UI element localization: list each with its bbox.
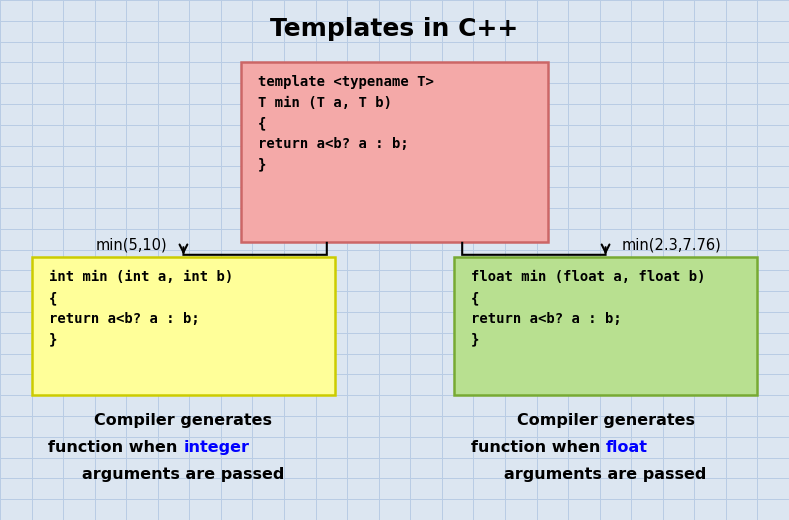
Text: function when: function when (470, 440, 606, 456)
Text: integer: integer (183, 440, 249, 456)
FancyBboxPatch shape (32, 257, 335, 395)
Text: arguments are passed: arguments are passed (82, 467, 285, 483)
Text: min(5,10): min(5,10) (96, 237, 168, 252)
Text: template <typename T>
T min (T a, T b)
{
return a<b? a : b;
}: template <typename T> T min (T a, T b) {… (258, 75, 434, 172)
FancyBboxPatch shape (454, 257, 757, 395)
Text: Compiler generates: Compiler generates (517, 413, 694, 428)
Text: function when: function when (48, 440, 183, 456)
FancyBboxPatch shape (241, 62, 548, 242)
Text: arguments are passed: arguments are passed (504, 467, 707, 483)
Text: Compiler generates: Compiler generates (95, 413, 272, 428)
Text: float: float (606, 440, 648, 456)
Text: int min (int a, int b)
{
return a<b? a : b;
}: int min (int a, int b) { return a<b? a :… (49, 270, 234, 346)
Text: float min (float a, float b)
{
return a<b? a : b;
}: float min (float a, float b) { return a<… (471, 270, 705, 346)
Text: min(2.3,7.76): min(2.3,7.76) (621, 237, 721, 252)
Text: Templates in C++: Templates in C++ (271, 17, 518, 41)
